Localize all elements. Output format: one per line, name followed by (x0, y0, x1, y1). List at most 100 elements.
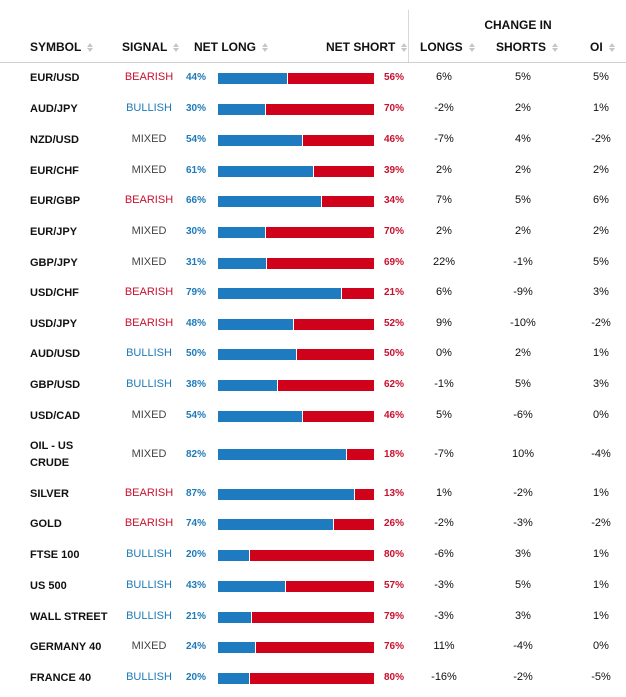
signal-label: MIXED (131, 256, 167, 268)
shorts-change: -10% (510, 317, 536, 329)
table-row[interactable]: EUR/USD BEARISH 44% 56% 6% 5% 5% (0, 63, 626, 93)
table-row[interactable]: EUR/CHF MIXED 61% 39% 2% 2% 2% (0, 156, 626, 186)
table-row[interactable]: EUR/GBP BEARISH 66% 34% 7% 5% 6% (0, 186, 626, 216)
oi-column-header[interactable]: OI (590, 40, 615, 54)
table-row[interactable]: EUR/JPY MIXED 30% 70% 2% 2% 2% (0, 217, 626, 247)
table-row[interactable]: OIL - US CRUDE MIXED 82% 18% -7% 10% -4% (0, 431, 626, 478)
net-short-column-header[interactable]: NET SHORT (326, 40, 408, 54)
sentiment-bar (218, 318, 374, 330)
shorts-change: 3% (515, 548, 531, 560)
table-row[interactable]: NZD/USD MIXED 54% 46% -7% 4% -2% (0, 125, 626, 155)
longs-header-label: LONGS (420, 40, 463, 54)
net-long-value: 20% (186, 549, 207, 560)
oi-change: 0% (593, 409, 609, 421)
symbol-link[interactable]: OIL - US CRUDE (30, 439, 74, 469)
symbol-link[interactable]: USD/CHF (30, 286, 79, 299)
signal-column-header[interactable]: SIGNAL (122, 40, 180, 54)
longs-change: -16% (431, 671, 457, 683)
longs-change: 1% (436, 487, 452, 499)
table-row[interactable]: FTSE 100 BULLISH 20% 80% -6% 3% 1% (0, 540, 626, 570)
longs-change: -2% (434, 517, 454, 529)
net-long-value: 38% (186, 379, 207, 390)
net-long-fill (218, 641, 257, 653)
sort-icon (262, 42, 268, 52)
net-long-column-header[interactable]: NET LONG (194, 40, 268, 54)
signal-label: MIXED (131, 225, 167, 237)
signal-label: BEARISH (124, 517, 174, 529)
table-row[interactable]: GBP/JPY MIXED 31% 69% 22% -1% 5% (0, 248, 626, 278)
symbol-link[interactable]: NZD/USD (30, 133, 79, 146)
table-row[interactable]: SILVER BEARISH 87% 13% 1% -2% 1% (0, 479, 626, 509)
symbol-link[interactable]: EUR/JPY (30, 225, 78, 238)
net-long-value: 54% (186, 410, 207, 421)
sort-icon (173, 42, 180, 52)
net-short-value: 62% (384, 379, 405, 390)
symbol-link[interactable]: AUD/JPY (30, 102, 78, 115)
symbol-link[interactable]: EUR/CHF (30, 164, 79, 177)
shorts-change: -1% (513, 256, 533, 268)
symbol-link[interactable]: US 500 (30, 579, 67, 592)
net-long-value: 20% (186, 672, 207, 683)
net-long-value: 50% (186, 348, 207, 359)
longs-change: -3% (434, 579, 454, 591)
symbol-link[interactable]: AUD/USD (30, 347, 81, 360)
symbol-link[interactable]: GBP/JPY (30, 256, 78, 269)
table-row[interactable]: AUD/JPY BULLISH 30% 70% -2% 2% 1% (0, 94, 626, 124)
symbol-link[interactable]: EUR/GBP (30, 194, 81, 207)
sentiment-bar (218, 449, 374, 460)
oi-change: 1% (593, 579, 609, 591)
sentiment-bar (218, 488, 374, 500)
header-separator (0, 62, 626, 63)
symbol-link[interactable]: SILVER (30, 487, 69, 500)
table-row[interactable]: USD/CAD MIXED 54% 46% 5% -6% 0% (0, 401, 626, 431)
shorts-change: 10% (511, 447, 535, 460)
table-row[interactable]: USD/CHF BEARISH 79% 21% 6% -9% 3% (0, 278, 626, 308)
table-row[interactable]: GERMANY 40 MIXED 24% 76% 11% -4% 0% (0, 632, 626, 662)
symbol-column-header[interactable]: SYMBOL (30, 40, 94, 54)
shorts-change: 3% (515, 610, 531, 622)
symbol-link[interactable]: WALL STREET (30, 610, 108, 623)
longs-change: -2% (434, 102, 454, 114)
table-row[interactable]: FRANCE 40 BULLISH 20% 80% -16% -2% -5% (0, 663, 626, 693)
shorts-change: -2% (513, 671, 533, 683)
symbol-link[interactable]: USD/JPY (30, 317, 78, 330)
net-long-fill (218, 549, 251, 561)
symbol-link[interactable]: FRANCE 40 (30, 671, 92, 684)
signal-label: BULLISH (126, 579, 172, 591)
oi-change: 1% (593, 548, 609, 560)
sentiment-bar (218, 518, 374, 530)
sentiment-bar (218, 134, 374, 146)
signal-label: BULLISH (126, 102, 172, 114)
longs-column-header[interactable]: LONGS (420, 40, 475, 54)
net-short-value: 21% (384, 287, 405, 298)
sentiment-bar (218, 257, 374, 269)
table-row[interactable]: GOLD BEARISH 74% 26% -2% -3% -2% (0, 509, 626, 539)
net-long-value: 54% (186, 134, 207, 145)
net-short-value: 46% (384, 410, 405, 421)
net-short-value: 34% (384, 195, 405, 206)
longs-change: 6% (436, 71, 452, 83)
symbol-link[interactable]: GERMANY 40 (30, 640, 102, 653)
table-row[interactable]: USD/JPY BEARISH 48% 52% 9% -10% -2% (0, 309, 626, 339)
table-row[interactable]: WALL STREET BULLISH 21% 79% -3% 3% 1% (0, 602, 626, 632)
shorts-column-header[interactable]: SHORTS (496, 40, 559, 54)
symbol-link[interactable]: GBP/USD (30, 378, 81, 391)
net-long-fill (218, 348, 297, 360)
net-long-value: 43% (186, 580, 207, 591)
net-long-fill (218, 257, 268, 269)
net-short-value: 18% (384, 448, 405, 460)
table-row[interactable]: GBP/USD BULLISH 38% 62% -1% 5% 3% (0, 370, 626, 400)
symbol-link[interactable]: GOLD (30, 517, 62, 530)
symbol-link[interactable]: EUR/USD (30, 71, 80, 84)
table-row[interactable]: US 500 BULLISH 43% 57% -3% 5% 1% (0, 571, 626, 601)
table-row[interactable]: AUD/USD BULLISH 50% 50% 0% 2% 1% (0, 339, 626, 369)
oi-change: -5% (591, 671, 611, 683)
symbol-link[interactable]: USD/CAD (30, 409, 81, 422)
net-long-fill (218, 410, 304, 422)
net-long-fill (218, 287, 343, 299)
symbol-link[interactable]: FTSE 100 (30, 548, 80, 561)
shorts-change: 2% (515, 164, 531, 176)
sort-icon (608, 42, 615, 52)
net-short-value: 79% (384, 611, 405, 622)
signal-label: MIXED (131, 409, 167, 421)
